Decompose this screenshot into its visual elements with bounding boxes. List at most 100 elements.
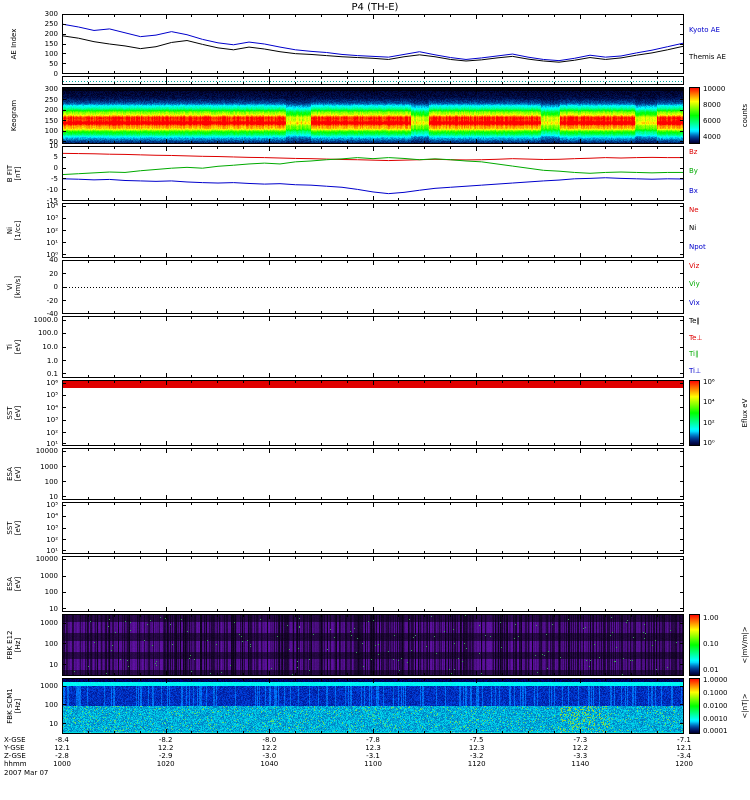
ytick-keogram: 200 bbox=[0, 106, 58, 114]
series-label-Vix: Vix bbox=[689, 299, 700, 307]
series-label-Bz: Bz bbox=[689, 148, 697, 156]
ytick-sst_e: 10⁶ bbox=[0, 379, 58, 387]
axis-value: 1120 bbox=[468, 760, 486, 768]
panel-ae: AE Index 300 250 200 150 100 50 0 Kyoto AE Themis… bbox=[0, 14, 750, 74]
panel-esa_i: ESA [eV] 10000 1000 100 10 bbox=[0, 556, 750, 612]
ytick-esa_e: 100 bbox=[0, 478, 58, 486]
series-label-Ne: Ne bbox=[689, 206, 699, 214]
ytick-n: 10¹ bbox=[0, 239, 58, 247]
ytick-ae: 200 bbox=[0, 30, 58, 38]
panel-canvas-strip bbox=[62, 76, 684, 85]
axis-value: 1100 bbox=[364, 760, 382, 768]
series-label-Viz: Viz bbox=[689, 262, 699, 270]
colorbar-tick-fbk_b: 1.0000 bbox=[703, 676, 728, 684]
panel-canvas-sst_e bbox=[62, 380, 684, 446]
colorbar-fbk_e bbox=[689, 614, 700, 676]
ytick-keogram: 150 bbox=[0, 117, 58, 125]
panel-fbk_e: FBK E12 [Hz] 1000 100 10 1.00 0.10 0.01 <|mV/m|> bbox=[0, 614, 750, 676]
axis-value: 12.2 bbox=[262, 744, 278, 752]
series-label-ThemisAE: Themis AE bbox=[689, 53, 726, 61]
colorbar-sst_e bbox=[689, 380, 700, 446]
ytick-vi: 20 bbox=[0, 270, 58, 278]
panel-n: Ni [1/cc] 10⁴ 10³ 10² 10¹ 10⁰ Ne Ni Npot bbox=[0, 203, 750, 258]
ytick-vi: 0 bbox=[0, 283, 58, 291]
panel-sst_i: SST [eV] 10⁵ 10⁴ 10³ 10² 10¹ bbox=[0, 502, 750, 554]
colorbar-tick-fbk_b: 0.0001 bbox=[703, 727, 728, 735]
ytick-bfit: -10 bbox=[0, 186, 58, 194]
panel-fbk_b: FBK SCM1 [Hz] 1000 100 10 1.0000 0.1000 0.0100 0… bbox=[0, 678, 750, 734]
panel-canvas-fbk_e bbox=[62, 614, 684, 676]
ytick-n: 10³ bbox=[0, 214, 58, 222]
ytick-n: 10⁴ bbox=[0, 202, 58, 210]
colorbar-tick-sst_e: 10⁴ bbox=[703, 398, 715, 406]
axis-value: -3.3 bbox=[573, 752, 587, 760]
panels-container: AE Index 300 250 200 150 100 50 0 Kyoto AE Themis… bbox=[0, 0, 750, 800]
ytick-sst_e: 10⁴ bbox=[0, 404, 58, 412]
ytick-keogram: 300 bbox=[0, 85, 58, 93]
axis-value: -7.8 bbox=[366, 736, 380, 744]
axis-value: -3.4 bbox=[677, 752, 691, 760]
ytick-t: 1000.0 bbox=[0, 316, 58, 324]
ytick-fbk_b: 1000 bbox=[0, 682, 58, 690]
colorbar-tick-fbk_e: 0.01 bbox=[703, 666, 719, 674]
panel-canvas-n bbox=[62, 203, 684, 258]
series-label-Ti: Ti∥ bbox=[689, 350, 699, 358]
series-label-Bx: Bx bbox=[689, 187, 698, 195]
ytick-fbk_b: 100 bbox=[0, 701, 58, 709]
axis-row-hhmm: hhmm 1000 1020 1040 1100 1120 1140 1200 bbox=[0, 760, 750, 768]
ytick-keogram: 250 bbox=[0, 96, 58, 104]
axis-row-Z-GSE: Z-GSE -2.8 -2.9 -3.0 -3.1 -3.2 -3.3 -3.4 bbox=[0, 752, 750, 760]
ytick-fbk_b: 10 bbox=[0, 720, 58, 728]
panel-sst_e: SST [eV] 10⁶ 10⁵ 10⁴ 10³ 10² 10¹ 10⁶ 10⁴ 10² 10⁰ Efl… bbox=[0, 380, 750, 446]
ytick-esa_e: 1000 bbox=[0, 463, 58, 471]
ytick-sst_i: 10⁵ bbox=[0, 501, 58, 509]
axis-row-label-Y-GSE: Y-GSE bbox=[4, 744, 25, 752]
ytick-sst_e: 10³ bbox=[0, 416, 58, 424]
colorbar-tick-keogram: 8000 bbox=[703, 101, 721, 109]
ytick-sst_i: 10³ bbox=[0, 524, 58, 532]
panel-canvas-bfit bbox=[62, 146, 684, 201]
ytick-bfit: 0 bbox=[0, 164, 58, 172]
colorbar-tick-fbk_e: 0.10 bbox=[703, 640, 719, 648]
ytick-fbk_e: 10 bbox=[0, 661, 58, 669]
axis-value: 12.1 bbox=[54, 744, 70, 752]
panel-t: Ti [eV] 1000.0 100.0 10.0 1.0 0.1 Te∥ Te⊥ Ti∥ Ti⊥ bbox=[0, 316, 750, 378]
axis-row-X-GSE: X-GSE -8.4 -8.2 -8.0 -7.8 -7.5 -7.3 -7.1 bbox=[0, 736, 750, 744]
colorbar-unit-sst_e: Eflux eV bbox=[741, 380, 749, 446]
series-label-Ti: Ti⊥ bbox=[689, 367, 701, 375]
panel-canvas-t bbox=[62, 316, 684, 378]
ytick-esa_i: 10 bbox=[0, 605, 58, 613]
axis-row-Y-GSE: Y-GSE 12.1 12.2 12.2 12.3 12.3 12.2 12.1 bbox=[0, 744, 750, 752]
ytick-t: 1.0 bbox=[0, 357, 58, 365]
ytick-fbk_e: 1000 bbox=[0, 619, 58, 627]
panel-keogram: Keogram 300 250 200 150 100 50 10000 8000 6000 400… bbox=[0, 87, 750, 144]
panel-canvas-ae bbox=[62, 14, 684, 74]
colorbar-tick-keogram: 4000 bbox=[703, 133, 721, 141]
series-label-Viy: Viy bbox=[689, 280, 700, 288]
axis-row-label-X-GSE: X-GSE bbox=[4, 736, 26, 744]
axis-value: 1000 bbox=[53, 760, 71, 768]
colorbar-tick-fbk_b: 0.0010 bbox=[703, 715, 728, 723]
axis-value: 12.1 bbox=[676, 744, 692, 752]
axis-row-label-hhmm: hhmm bbox=[4, 760, 27, 768]
panel-canvas-fbk_b bbox=[62, 678, 684, 734]
ytick-ae: 50 bbox=[0, 60, 58, 68]
ytick-sst_e: 10² bbox=[0, 429, 58, 437]
ytick-vi: -20 bbox=[0, 297, 58, 305]
axis-value: -8.4 bbox=[55, 736, 69, 744]
axis-value: 12.3 bbox=[365, 744, 381, 752]
colorbar-keogram bbox=[689, 87, 700, 144]
panel-esa_e: ESA [eV] 10000 1000 100 10 bbox=[0, 448, 750, 500]
panel-canvas-sst_i bbox=[62, 502, 684, 554]
ytick-vi: 40 bbox=[0, 256, 58, 264]
colorbar-tick-fbk_e: 1.00 bbox=[703, 614, 719, 622]
colorbar-tick-sst_e: 10⁰ bbox=[703, 439, 715, 447]
axis-value: 1040 bbox=[260, 760, 278, 768]
colorbar-unit-keogram: counts bbox=[741, 87, 749, 144]
ytick-sst_i: 10² bbox=[0, 536, 58, 544]
axis-value: 12.3 bbox=[469, 744, 485, 752]
series-label-Te: Te∥ bbox=[689, 317, 700, 325]
panel-bfit: B FIT [nT] 10 5 0 -5 -10 -15 Bz By Bx bbox=[0, 146, 750, 201]
axis-value: -3.2 bbox=[470, 752, 484, 760]
ytick-t: 100.0 bbox=[0, 329, 58, 337]
